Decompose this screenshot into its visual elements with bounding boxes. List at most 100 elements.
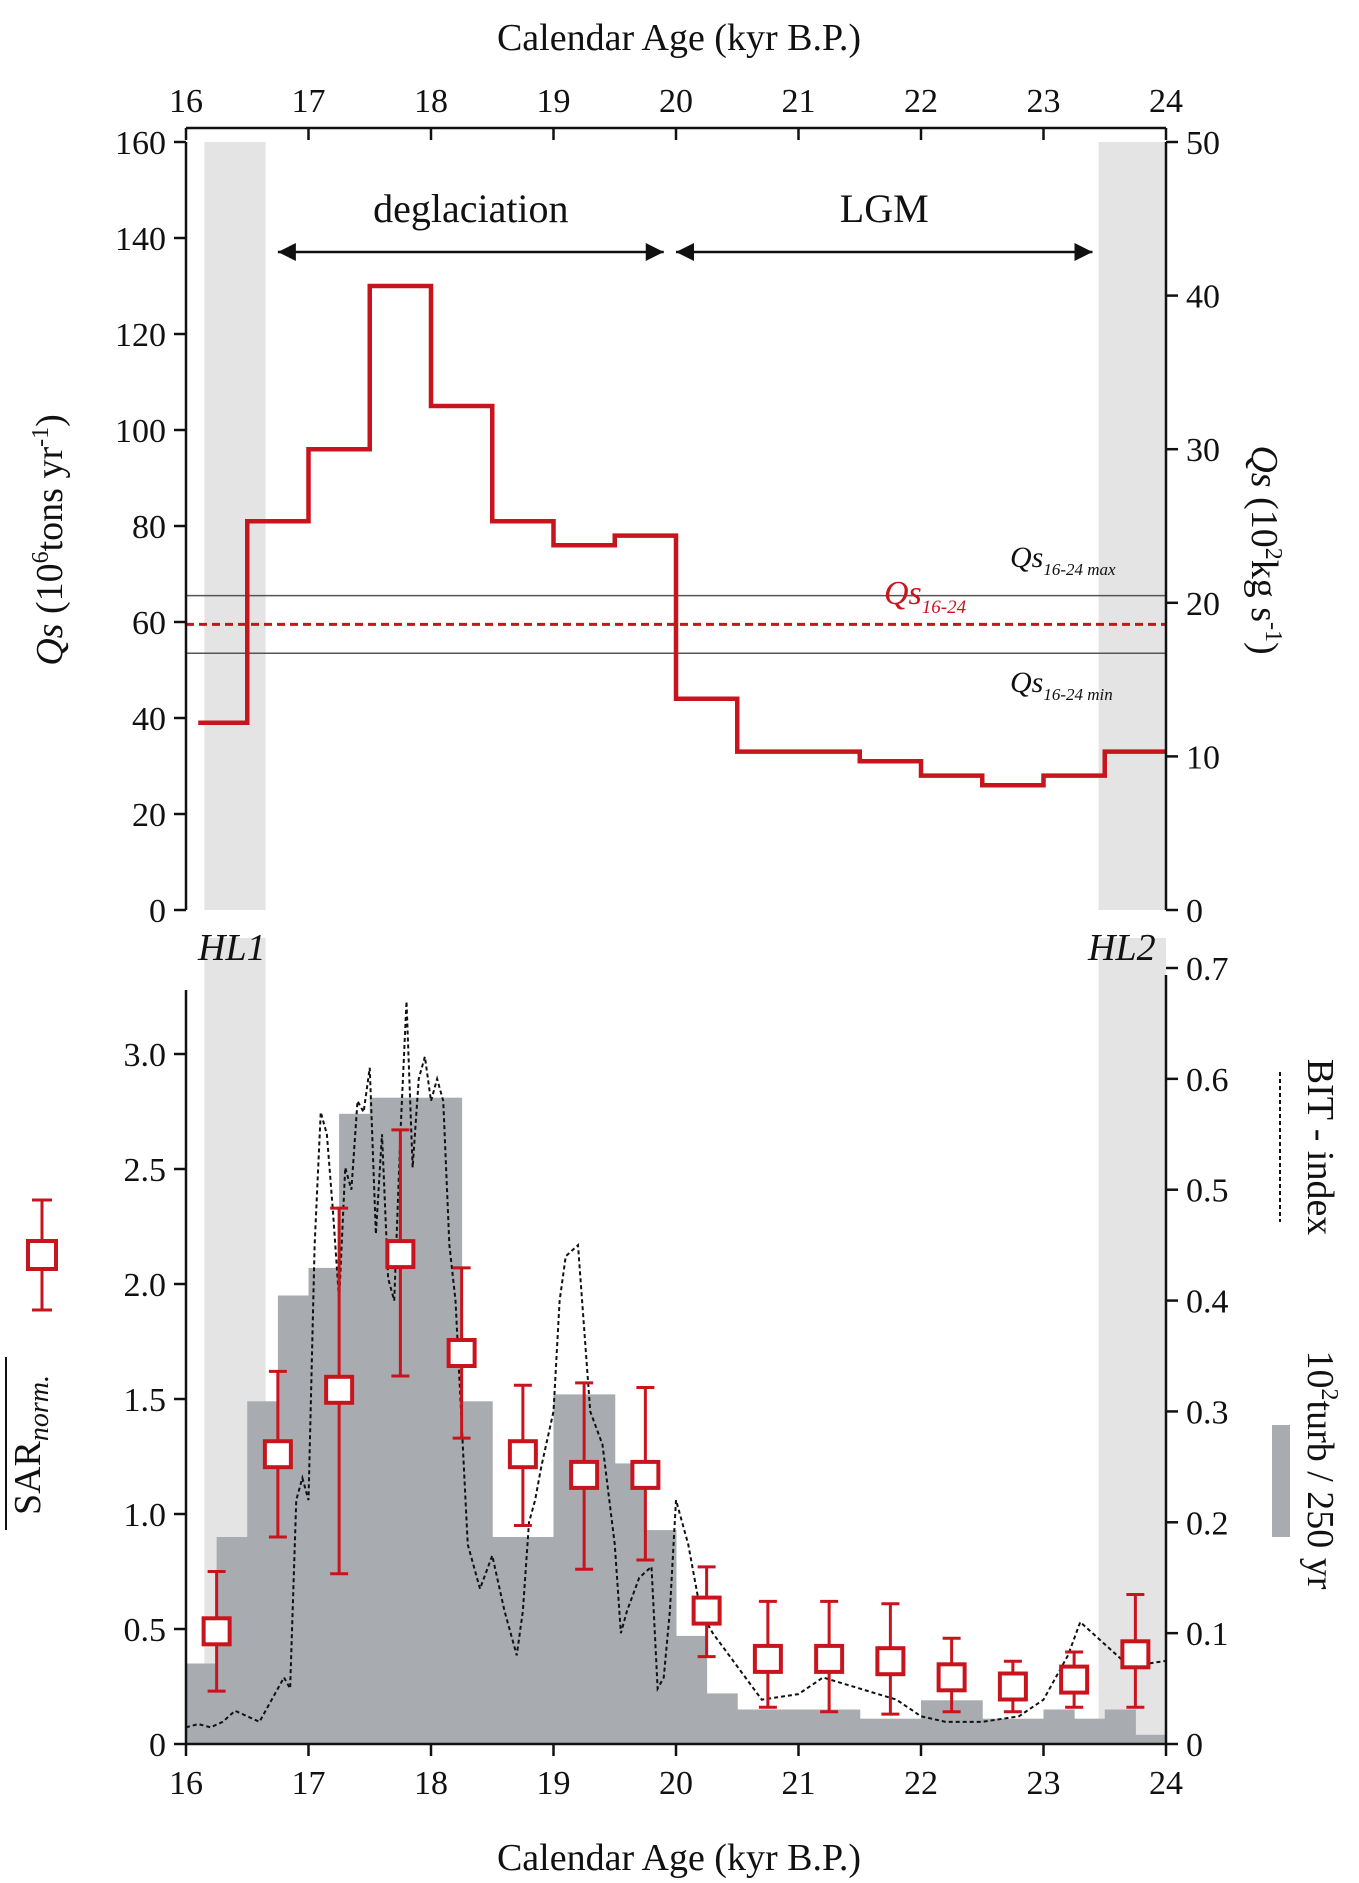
sar-legend-label: SARnorm. (7, 1375, 55, 1515)
bottom-right-y-tick-label: 0.1 (1186, 1616, 1229, 1653)
bottom-x-tick-label: 16 (169, 1765, 203, 1802)
turb-bar (431, 1097, 463, 1744)
turb-bar (339, 1113, 371, 1744)
period-label-0: deglaciation (373, 186, 568, 231)
bottom-x-tick-label: 20 (659, 1765, 693, 1802)
turb-bar (522, 1537, 554, 1744)
top-grey-bands (204, 142, 1166, 910)
top-x-axis-label: Calendar Age (kyr B.P.) (497, 17, 861, 59)
top-x-tick-label: 16 (169, 83, 203, 120)
turb-bar (982, 1718, 1014, 1744)
turb-bar (1074, 1718, 1106, 1744)
bottom-left-y-tick-label: 2.0 (124, 1267, 167, 1304)
top-right-y-label: Qs (102kg s-1) (1243, 445, 1286, 654)
sar-point (262, 1439, 293, 1470)
top-left-y-label: Qs (106tons yr-1) (28, 414, 71, 666)
axes (174, 126, 1178, 1756)
turb-bar (767, 1709, 799, 1744)
sar-point (385, 1239, 416, 1270)
turb-legend-swatch (1272, 1425, 1290, 1537)
top-right-y-tick-label: 40 (1186, 279, 1220, 316)
arrowhead-right (645, 243, 664, 261)
turb-bar (706, 1693, 738, 1744)
bottom-grey-bands (204, 938, 1166, 1744)
ylabel-left-qs: Qs (29, 624, 71, 666)
turb-bar (829, 1709, 861, 1744)
turb-bar (1043, 1709, 1075, 1744)
sar-point (201, 1616, 232, 1647)
arrowhead-right (1074, 243, 1093, 261)
sar-point (1059, 1664, 1090, 1695)
arrowhead-left (676, 243, 694, 261)
bottom-x-tick-label: 24 (1149, 1765, 1183, 1802)
top-right-y-tick-label: 0 (1186, 893, 1203, 930)
top-left-y-tick-label: 20 (132, 797, 166, 834)
bottom-left-y-tick-label: 1.0 (124, 1497, 167, 1534)
turb-bar (890, 1718, 922, 1744)
hl1-label: HL1 (197, 927, 266, 969)
bottom-left-y-tick-label: 0.5 (124, 1612, 167, 1649)
turb-bar (859, 1718, 891, 1744)
qs-max-label: Qs16-24 max (1010, 541, 1116, 579)
top-left-y-tick-label: 140 (115, 221, 166, 258)
sar-point (446, 1338, 477, 1368)
sar-point (814, 1643, 845, 1674)
qs-mean-label: Qs16-24 (884, 575, 967, 618)
bottom-x-tick-label: 17 (292, 1765, 326, 1802)
top-x-tick-label: 24 (1149, 83, 1183, 120)
bottom-right-y-tick-label: 0.5 (1186, 1173, 1229, 1210)
bottom-right-y-tick-label: 0.6 (1186, 1062, 1229, 1099)
qs-step-line (198, 283, 1166, 788)
top-left-y-tick-label: 60 (132, 605, 166, 642)
top-right-y-tick-label: 20 (1186, 586, 1220, 623)
turb-bar (1135, 1734, 1167, 1744)
bottom-x-tick-label: 21 (782, 1765, 816, 1802)
top-x-tick-label: 23 (1027, 83, 1061, 120)
sar-point (1120, 1639, 1151, 1670)
grey-band-top-1 (1098, 142, 1166, 910)
turb-bar (1012, 1718, 1044, 1744)
sar-point (875, 1646, 906, 1677)
qs-min-label: Qs16-24 min (1010, 666, 1113, 704)
bit-legend: BIT - index (1279, 1059, 1341, 1236)
turb-bar (921, 1700, 953, 1744)
bottom-left-y-tick-label: 1.5 (124, 1382, 167, 1419)
sar-point (691, 1595, 722, 1626)
grey-band-top-0 (204, 142, 266, 910)
bottom-right-y-tick-label: 0.7 (1186, 951, 1229, 988)
bottom-right-y-tick-label: 0.4 (1186, 1284, 1229, 1321)
bottom-x-tick-label: 18 (414, 1765, 448, 1802)
top-x-tick-label: 22 (904, 83, 938, 120)
top-left-y-tick-label: 100 (115, 413, 166, 450)
bottom-left-y-tick-label: 2.5 (124, 1152, 167, 1189)
turb-bar (676, 1635, 708, 1744)
qs-step-path (198, 283, 1166, 788)
bottom-x-tick-label: 23 (1027, 1765, 1061, 1802)
bit-index-path (185, 1001, 1167, 1729)
bit-legend-label: BIT - index (1299, 1059, 1341, 1236)
bottom-right-y-tick-label: 0.3 (1186, 1394, 1229, 1431)
bit-index-line (185, 1001, 1167, 1729)
grey-band-bottom-1 (1098, 938, 1166, 1744)
top-x-tick-label: 17 (292, 83, 326, 120)
turbidite-bars (186, 1097, 1167, 1744)
top-right-y-tick-label: 10 (1186, 739, 1220, 776)
bottom-x-tick-label: 19 (537, 1765, 571, 1802)
top-x-tick-label: 21 (782, 83, 816, 120)
hl2-label: HL2 (1087, 927, 1156, 969)
top-x-tick-label: 20 (659, 83, 693, 120)
turb-bar (645, 1530, 677, 1744)
top-left-y-tick-label: 0 (149, 893, 166, 930)
turb-legend-label: 102turb / 250 yr (1299, 1351, 1342, 1590)
top-left-y-tick-label: 160 (115, 125, 166, 162)
bottom-left-y-tick-label: 3.0 (124, 1037, 167, 1074)
turb-bar (1104, 1709, 1136, 1744)
turb-bar (400, 1097, 432, 1744)
bottom-left-y-tick-label: 0 (149, 1727, 166, 1764)
sar-legend-marker (26, 1239, 58, 1271)
top-x-tick-label: 18 (414, 83, 448, 120)
top-left-y-tick-label: 120 (115, 317, 166, 354)
top-left-y-tick-label: 40 (132, 701, 166, 738)
sar-point (630, 1459, 661, 1490)
